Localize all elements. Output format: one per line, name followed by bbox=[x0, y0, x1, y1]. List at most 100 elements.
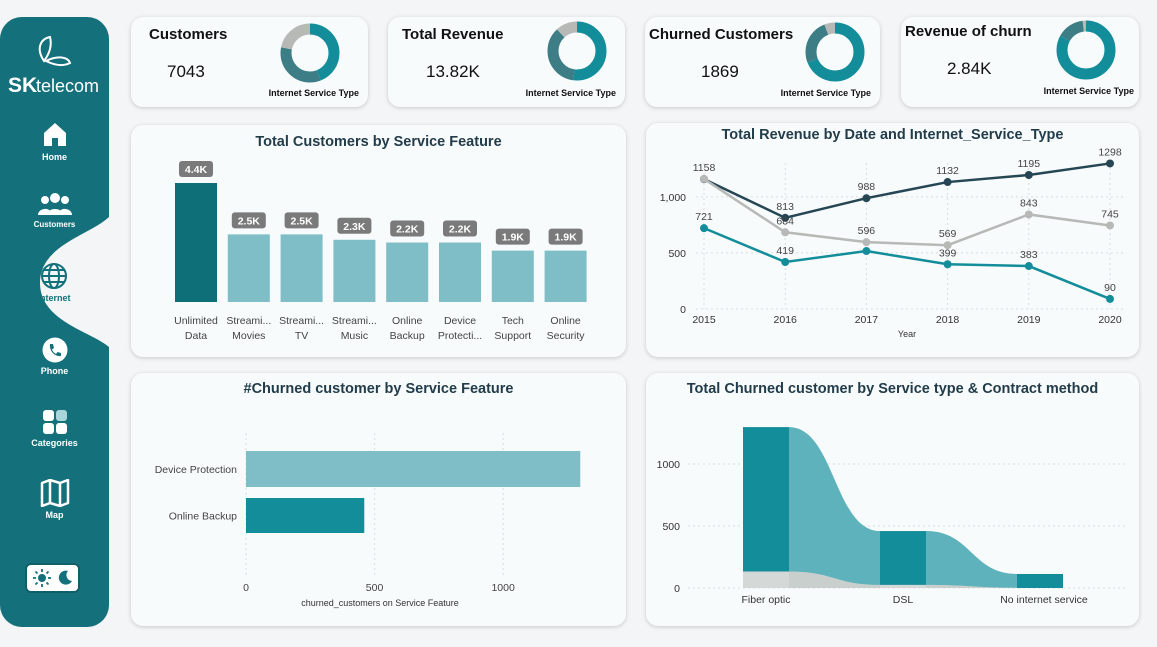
data-point bbox=[1106, 221, 1114, 230]
users-icon bbox=[37, 193, 72, 215]
data-label: 4.4K bbox=[185, 164, 208, 176]
data-label: 1158 bbox=[693, 162, 716, 174]
tick-label: Music bbox=[341, 330, 368, 342]
data-point bbox=[1106, 159, 1114, 168]
kpi-title: Churned Customers bbox=[649, 26, 794, 43]
tick-label: Streami... bbox=[279, 315, 324, 327]
data-label-bg bbox=[231, 212, 266, 229]
data-label-bg bbox=[548, 228, 583, 245]
theme-toggle[interactable] bbox=[25, 563, 80, 593]
tick-label: Movies bbox=[232, 330, 265, 342]
data-point bbox=[862, 194, 871, 203]
data-point bbox=[943, 241, 952, 250]
donut-slice bbox=[805, 22, 865, 82]
kpi-subtitle: Internet Service Type bbox=[268, 88, 359, 98]
x-tick-label: 2019 bbox=[1017, 314, 1041, 326]
data-label: 988 bbox=[858, 181, 876, 193]
kpi-value: 7043 bbox=[167, 62, 205, 81]
chart-card-churned-by-service: #Churned customer by Service Feature 0 50… bbox=[131, 373, 626, 626]
bar bbox=[227, 234, 270, 302]
data-point bbox=[781, 258, 790, 267]
nav-item-map[interactable]: Map bbox=[0, 479, 109, 520]
donut-slice bbox=[547, 21, 607, 81]
donut-slice bbox=[1056, 20, 1116, 80]
nav-item-customers[interactable]: Customers bbox=[0, 192, 109, 229]
bar bbox=[280, 234, 323, 302]
tick-label: Data bbox=[185, 330, 207, 342]
column-segment bbox=[880, 584, 926, 588]
column-segment bbox=[743, 571, 789, 588]
ribbon-flow bbox=[789, 427, 880, 588]
tick-label: Device bbox=[444, 315, 476, 327]
data-point bbox=[700, 174, 708, 183]
category-label: DSL bbox=[893, 594, 914, 606]
tick-label: Backup bbox=[390, 330, 425, 342]
data-label: 2.5K bbox=[238, 215, 261, 227]
nav-item-customers-label: Customers bbox=[33, 220, 76, 229]
data-label: 2.2K bbox=[449, 224, 472, 236]
nav-item-internet[interactable]: Internet bbox=[24, 262, 84, 303]
data-label: 1298 bbox=[1098, 146, 1122, 158]
x-tick-label: 1000 bbox=[491, 582, 515, 594]
data-label: 813 bbox=[776, 201, 794, 213]
tick-label: Streami... bbox=[332, 315, 377, 327]
sun-icon bbox=[32, 569, 51, 587]
data-label-bg bbox=[495, 228, 530, 245]
nav-item-categories[interactable]: Categories bbox=[0, 409, 109, 448]
tick-label: Security bbox=[547, 330, 586, 342]
x-tick-label: 500 bbox=[366, 582, 384, 594]
data-label-bg bbox=[337, 217, 372, 234]
series-line bbox=[703, 162, 1111, 220]
x-tick-label: 2018 bbox=[936, 314, 960, 326]
tick-label: Online bbox=[392, 315, 423, 327]
y-tick-label: 500 bbox=[662, 521, 680, 533]
ribbon-flow bbox=[789, 571, 880, 588]
chart-title: #Churned customer by Service Feature bbox=[243, 381, 514, 397]
chart-card-customers-by-service: Total Customers by Service Feature 4.4K U… bbox=[131, 125, 626, 357]
category-label: Fiber optic bbox=[741, 594, 790, 606]
data-point bbox=[943, 178, 952, 187]
x-tick-label: 2017 bbox=[855, 314, 879, 326]
data-label: 684 bbox=[776, 215, 794, 227]
data-label: 383 bbox=[1020, 249, 1038, 261]
data-point bbox=[1106, 294, 1114, 303]
map-icon bbox=[40, 479, 69, 507]
nav-item-categories-label: Categories bbox=[31, 438, 78, 448]
x-tick-label: 2020 bbox=[1098, 314, 1122, 326]
column-segment bbox=[1017, 573, 1063, 588]
grid-icon bbox=[42, 410, 67, 434]
data-label-bg bbox=[179, 161, 213, 177]
y-tick-label: 0 bbox=[680, 304, 686, 316]
tick-label: Unlimited bbox=[174, 315, 218, 327]
data-point bbox=[700, 224, 708, 233]
logo-telecom-text: telecom bbox=[36, 76, 99, 96]
nav-item-phone[interactable]: Phone bbox=[0, 337, 109, 376]
tick-label: Protecti... bbox=[438, 330, 482, 342]
data-label: 90 bbox=[1104, 282, 1116, 294]
data-label: 596 bbox=[858, 225, 876, 237]
ribbon-flow bbox=[926, 584, 1017, 588]
category-label: Device Protection bbox=[155, 464, 237, 476]
x-axis-label: churned_customers on Service Feature bbox=[301, 598, 459, 608]
tick-label: Support bbox=[494, 330, 531, 342]
column-segment bbox=[743, 427, 789, 588]
data-point bbox=[1024, 170, 1033, 179]
kpi-value: 1869 bbox=[701, 62, 739, 81]
ribbon-chart: 0 500 1000 Fiber optic DSL No internet servic… bbox=[657, 427, 1128, 606]
chart-title: Total Customers by Service Feature bbox=[255, 134, 502, 150]
kpi-donut-chart bbox=[547, 21, 607, 81]
bar bbox=[246, 498, 365, 533]
data-label: 569 bbox=[939, 228, 957, 240]
kpi-donut-chart bbox=[805, 22, 865, 82]
y-tick-label: 1000 bbox=[657, 459, 681, 471]
kpi-subtitle: Internet Service Type bbox=[780, 88, 871, 98]
kpi-subtitle: Internet Service Type bbox=[1043, 86, 1134, 96]
bar bbox=[333, 239, 376, 302]
sk-telecom-logo: SK telecom bbox=[8, 35, 99, 97]
nav-item-home[interactable]: Home bbox=[0, 119, 109, 162]
y-tick-label: 1,000 bbox=[660, 192, 686, 204]
data-label: 721 bbox=[695, 211, 713, 223]
chart-title: Total Churned customer by Service type &… bbox=[686, 381, 1099, 397]
tick-label: Streami... bbox=[226, 315, 271, 327]
data-label: 2.2K bbox=[396, 224, 419, 236]
